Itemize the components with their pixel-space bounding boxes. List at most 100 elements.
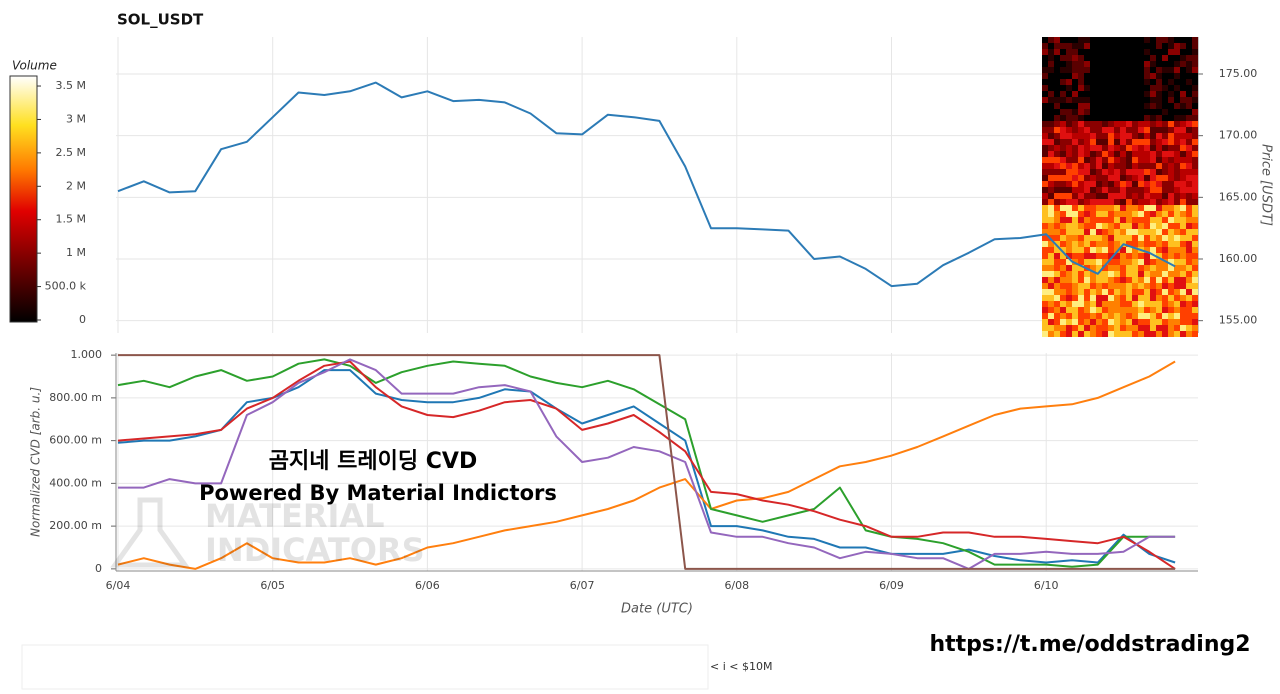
heatmap-cell (1168, 295, 1174, 301)
heatmap-cell (1090, 163, 1096, 169)
heatmap-cell (1108, 217, 1114, 223)
heatmap-cell (1084, 211, 1090, 217)
heatmap-cell (1138, 163, 1144, 169)
heatmap-cell (1108, 145, 1114, 151)
heatmap-cell (1150, 331, 1156, 337)
heatmap-cell (1156, 97, 1162, 103)
heatmap-cell (1090, 175, 1096, 181)
heatmap-cell (1120, 211, 1126, 217)
heatmap-cell (1126, 85, 1132, 91)
heatmap-cell (1060, 115, 1066, 121)
heatmap-cell (1144, 139, 1150, 145)
heatmap-cell (1048, 295, 1054, 301)
heatmap-cell (1102, 229, 1108, 235)
heatmap-cell (1048, 61, 1054, 67)
heatmap-cell (1090, 253, 1096, 259)
heatmap-cell (1174, 55, 1180, 61)
heatmap-cell (1108, 37, 1114, 43)
heatmap-cell (1096, 205, 1102, 211)
heatmap-cell (1060, 91, 1066, 97)
heatmap-cell (1144, 241, 1150, 247)
heatmap-cell (1162, 283, 1168, 289)
heatmap-cell (1072, 253, 1078, 259)
heatmap-cell (1180, 55, 1186, 61)
heatmap-cell (1126, 217, 1132, 223)
heatmap-cell (1084, 145, 1090, 151)
heatmap-cell (1054, 187, 1060, 193)
heatmap-cell (1042, 109, 1048, 115)
heatmap-cell (1108, 67, 1114, 73)
heatmap-cell (1042, 283, 1048, 289)
heatmap-cell (1174, 199, 1180, 205)
heatmap-cell (1090, 61, 1096, 67)
heatmap-cell (1078, 157, 1084, 163)
heatmap-cell (1132, 175, 1138, 181)
heatmap-cell (1078, 193, 1084, 199)
heatmap-cell (1174, 289, 1180, 295)
heatmap-cell (1054, 157, 1060, 163)
heatmap-cell (1144, 223, 1150, 229)
heatmap-cell (1132, 115, 1138, 121)
heatmap-cell (1150, 307, 1156, 313)
heatmap-cell (1138, 73, 1144, 79)
heatmap-cell (1144, 133, 1150, 139)
heatmap-cell (1066, 79, 1072, 85)
heatmap-cell (1114, 169, 1120, 175)
heatmap-cell (1162, 175, 1168, 181)
heatmap-cell (1042, 265, 1048, 271)
heatmap-cell (1120, 199, 1126, 205)
heatmap-cell (1126, 283, 1132, 289)
heatmap-cell (1180, 91, 1186, 97)
heatmap-cell (1132, 199, 1138, 205)
heatmap-cell (1108, 133, 1114, 139)
heatmap-cell (1132, 331, 1138, 337)
heatmap-cell (1060, 313, 1066, 319)
heatmap-cell (1120, 139, 1126, 145)
heatmap-cell (1090, 295, 1096, 301)
heatmap-cell (1138, 325, 1144, 331)
heatmap-cell (1144, 55, 1150, 61)
heatmap-cell (1090, 181, 1096, 187)
heatmap-cell (1054, 301, 1060, 307)
heatmap-cell (1144, 289, 1150, 295)
heatmap-cell (1144, 331, 1150, 337)
heatmap-cell (1078, 223, 1084, 229)
y-tick-label: 0 (95, 562, 102, 575)
heatmap-cell (1072, 145, 1078, 151)
heatmap-cell (1114, 277, 1120, 283)
heatmap-cell (1150, 271, 1156, 277)
heatmap-cell (1084, 187, 1090, 193)
heatmap-cell (1132, 319, 1138, 325)
heatmap-cell (1072, 175, 1078, 181)
heatmap-cell (1150, 97, 1156, 103)
heatmap-cell (1174, 283, 1180, 289)
heatmap-cell (1096, 253, 1102, 259)
heatmap-cell (1168, 307, 1174, 313)
heatmap-cell (1114, 55, 1120, 61)
heatmap-cell (1054, 115, 1060, 121)
heatmap-cell (1048, 127, 1054, 133)
heatmap-cell (1180, 331, 1186, 337)
series-line (118, 354, 1176, 570)
heatmap-cell (1144, 271, 1150, 277)
heatmap-cell (1168, 49, 1174, 55)
heatmap-cell (1108, 271, 1114, 277)
heatmap-cell (1132, 313, 1138, 319)
heatmap-cell (1132, 139, 1138, 145)
heatmap-cell (1114, 157, 1120, 163)
heatmap-cell (1168, 253, 1174, 259)
heatmap-cell (1072, 61, 1078, 67)
heatmap-cell (1066, 211, 1072, 217)
heatmap-cell (1054, 73, 1060, 79)
heatmap-cell (1156, 115, 1162, 121)
y-tick-label: 175.00 (1219, 67, 1258, 80)
heatmap-cell (1054, 37, 1060, 43)
heatmap-cell (1186, 313, 1192, 319)
heatmap-cell (1120, 217, 1126, 223)
colorbar-tick-label: 3.5 M (56, 79, 86, 92)
heatmap-cell (1132, 289, 1138, 295)
heatmap-cell (1150, 229, 1156, 235)
heatmap-cell (1114, 193, 1120, 199)
heatmap-cell (1042, 229, 1048, 235)
heatmap-cell (1090, 325, 1096, 331)
